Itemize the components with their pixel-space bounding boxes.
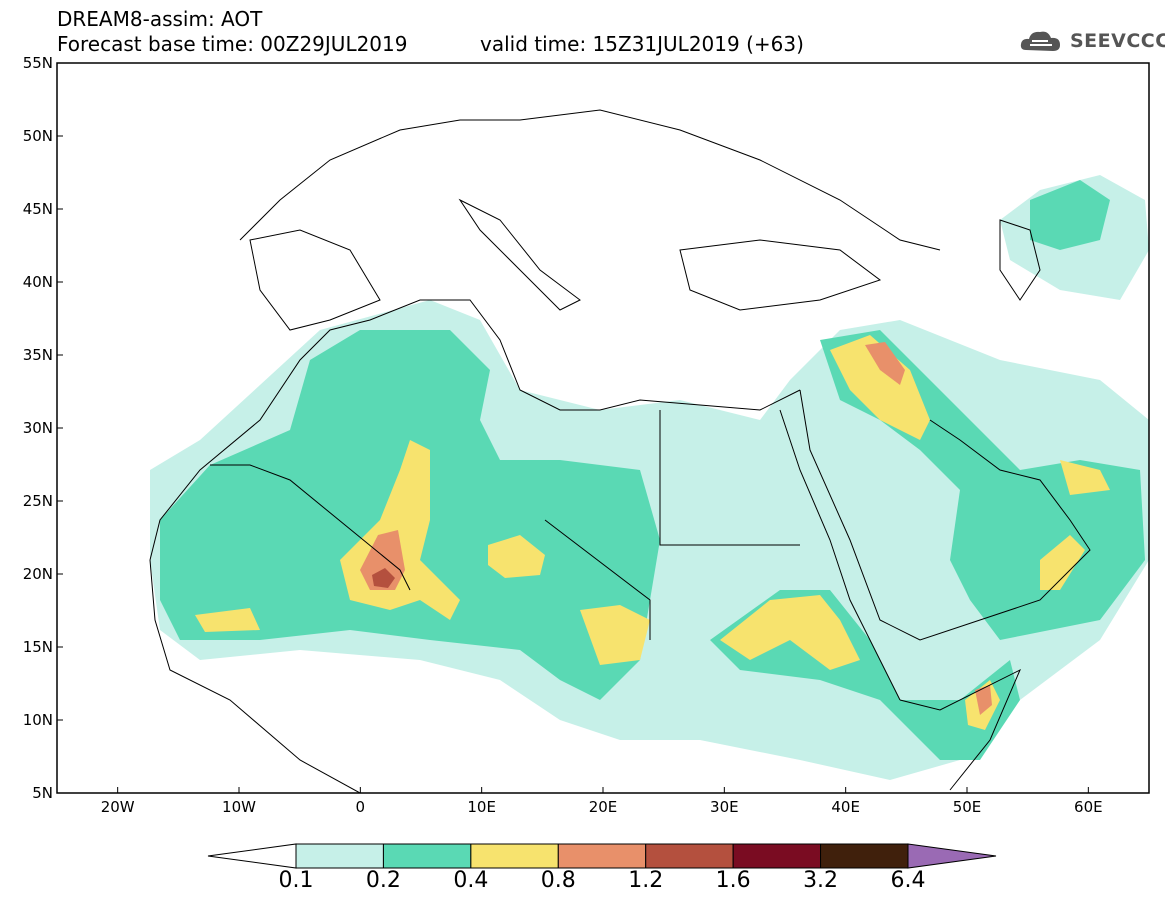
- colorbar-swatch: [557, 843, 647, 869]
- lon-label: 20E: [589, 798, 618, 816]
- colorbar-swatch: [470, 843, 559, 869]
- latitude-labels: 55N 50N 45N 40N 35N 30N 25N 20N 15N 10N 5N: [23, 54, 63, 802]
- lon-label: 10E: [467, 798, 496, 816]
- aot-region-extreme-sahara: [372, 568, 395, 588]
- colorbar-upper-arrow: [907, 843, 997, 869]
- coast-italy: [458, 198, 581, 311]
- border-mali-algeria: [210, 464, 411, 591]
- lon-label: 10W: [222, 798, 256, 816]
- aot-region-veryhigh-iraq: [865, 342, 905, 385]
- lat-label: 45N: [23, 200, 53, 218]
- colorbar-level-label: 0.4: [453, 868, 489, 893]
- coast-west-africa-south: [149, 559, 361, 793]
- colorbar-swatch: [820, 843, 909, 869]
- aot-region-high-niger: [488, 535, 545, 578]
- coast-iberia: [249, 229, 381, 331]
- coast-red-sea: [779, 409, 901, 701]
- longitude-labels: 20W 10W 0 10E 20E 30E 40E 50E 60E: [101, 787, 1103, 816]
- lat-label: 10N: [23, 711, 53, 729]
- colorbar-level-label: 1.2: [628, 868, 664, 893]
- aot-region-veryhigh-somalia: [975, 685, 992, 715]
- colorbar-swatch: [295, 843, 384, 869]
- coast-turkey: [679, 239, 882, 311]
- aot-region-high-iran: [1060, 460, 1110, 495]
- aot-region-veryhigh-sahara: [360, 530, 405, 590]
- base-time-label: Forecast base time: 00Z29JUL2019: [57, 32, 408, 56]
- lon-label: 20W: [101, 798, 135, 816]
- lat-label: 40N: [23, 273, 53, 291]
- colorbar-level-label: 6.4: [890, 868, 926, 893]
- coast-horn: [899, 668, 1021, 791]
- logo-text: SEEVCCC: [1070, 30, 1165, 52]
- colorbar-swatch: [645, 843, 734, 869]
- lat-label: 35N: [23, 346, 53, 364]
- coast-caspian: [999, 219, 1041, 301]
- lon-label: 60E: [1074, 798, 1103, 816]
- lon-label: 40E: [831, 798, 860, 816]
- lat-label: 25N: [23, 492, 53, 510]
- aot-region-high-oman: [1040, 535, 1085, 590]
- aot-region-high-chad: [580, 605, 650, 665]
- valid-time-label: valid time: 15Z31JUL2019 (+63): [480, 32, 804, 56]
- lat-label: 30N: [23, 419, 53, 437]
- aot-region-high-iraq: [830, 335, 930, 440]
- lon-label: 50E: [953, 798, 982, 816]
- cloud-logo-icon: [1020, 31, 1060, 51]
- border-libya-egypt: [659, 410, 800, 546]
- colorbar-level-label: 0.8: [540, 868, 576, 893]
- lat-label: 55N: [23, 54, 53, 72]
- map-title: DREAM8-assim: AOT: [57, 7, 263, 31]
- colorbar-lower-arrow: [207, 843, 297, 869]
- aot-region-high-sudan: [720, 595, 860, 670]
- coast-europe: [239, 109, 941, 251]
- colorbar-level-label: 0.1: [278, 868, 314, 893]
- colorbar-swatch: [382, 843, 472, 869]
- border-chad: [544, 519, 651, 640]
- coastlines: [149, 109, 1091, 793]
- lat-label: 20N: [23, 565, 53, 583]
- colorbar-level-label: 0.2: [365, 868, 401, 893]
- lat-label: 15N: [23, 638, 53, 656]
- lat-label: 5N: [32, 784, 53, 802]
- aot-region-high-mauritania: [195, 608, 260, 632]
- colorbar-swatch: [732, 843, 822, 869]
- coast-west-africa: [149, 299, 801, 561]
- aot-region-medium-caspian: [1030, 180, 1110, 250]
- lon-label: 0: [356, 798, 366, 816]
- lon-label: 30E: [710, 798, 739, 816]
- lat-label: 50N: [23, 127, 53, 145]
- aot-field: [150, 175, 1149, 780]
- colorbar-level-label: 1.6: [715, 868, 751, 893]
- colorbar: [207, 843, 997, 869]
- coast-arabia: [799, 389, 1091, 641]
- colorbar-level-label: 3.2: [803, 868, 839, 893]
